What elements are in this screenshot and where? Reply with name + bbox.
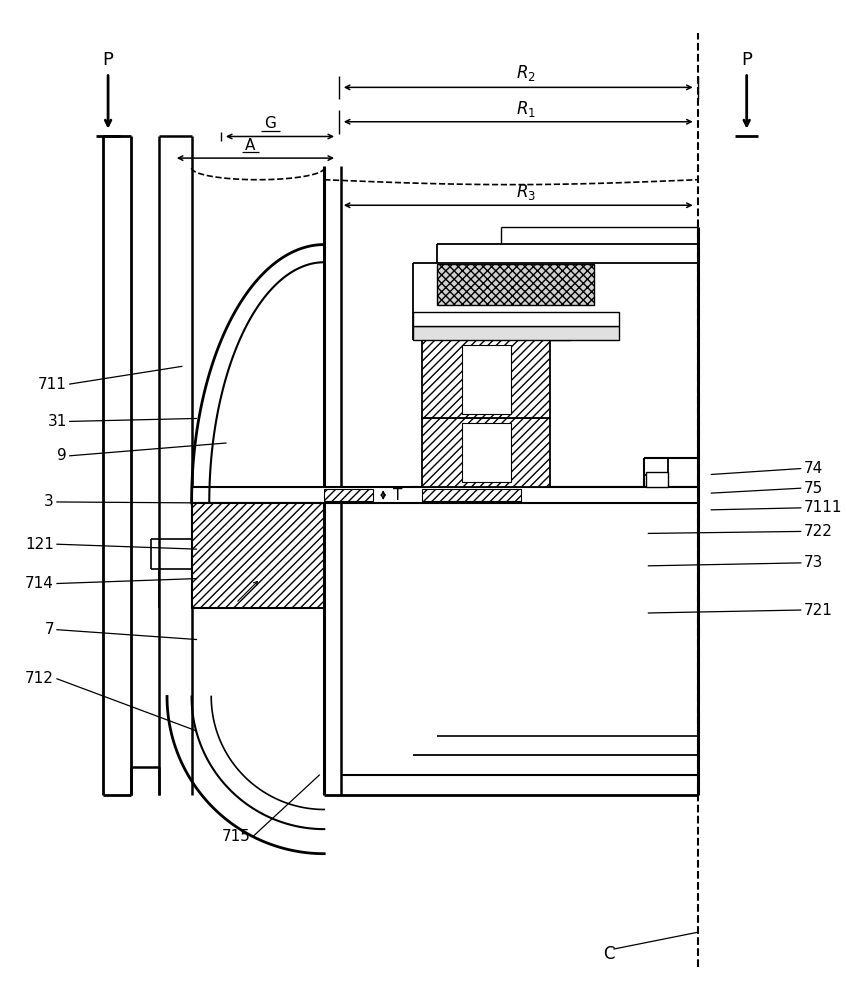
Text: 712: 712 <box>25 671 54 686</box>
Text: P: P <box>102 51 113 69</box>
Bar <box>413 326 619 340</box>
Text: 711: 711 <box>38 377 67 392</box>
Bar <box>413 312 619 326</box>
Text: 7: 7 <box>44 622 54 637</box>
Bar <box>462 345 511 414</box>
Text: G: G <box>264 116 276 131</box>
Bar <box>324 489 373 501</box>
Bar <box>646 472 668 487</box>
Text: 31: 31 <box>47 414 67 429</box>
Bar <box>191 503 324 608</box>
Text: $R_3$: $R_3$ <box>515 182 536 202</box>
Text: 3: 3 <box>44 494 54 509</box>
Text: P: P <box>741 51 752 69</box>
Bar <box>422 489 520 501</box>
Bar <box>422 340 550 418</box>
Text: 722: 722 <box>804 524 832 539</box>
Text: A: A <box>245 138 255 153</box>
Text: 714: 714 <box>25 576 54 591</box>
Text: C: C <box>603 945 615 963</box>
Text: $R_2$: $R_2$ <box>516 63 536 83</box>
Bar <box>422 418 550 487</box>
Text: 73: 73 <box>804 555 823 570</box>
Text: 9: 9 <box>57 448 67 463</box>
Text: 7111: 7111 <box>804 500 842 515</box>
Text: T: T <box>393 488 403 503</box>
Text: 74: 74 <box>804 461 823 476</box>
Text: 121: 121 <box>25 537 54 552</box>
Text: 715: 715 <box>222 829 250 844</box>
Bar <box>462 423 511 482</box>
Text: 75: 75 <box>804 481 823 496</box>
Bar <box>437 264 595 305</box>
Text: $R_1$: $R_1$ <box>516 99 536 119</box>
Text: 721: 721 <box>804 603 832 618</box>
Bar <box>191 487 698 503</box>
